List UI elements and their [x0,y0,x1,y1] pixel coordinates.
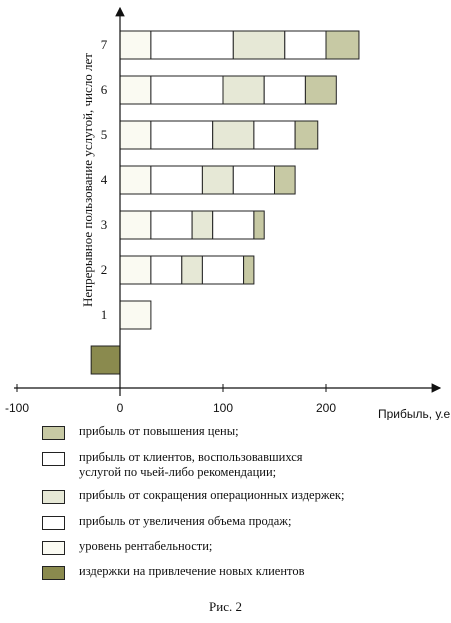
y-tick-label: 6 [101,82,108,97]
bar-segment [232,30,286,60]
bar-segment [119,210,152,240]
y-axis-label: Непрерывное пользование услугой, число л… [80,53,95,307]
legend-swatch [42,516,65,530]
bar-segment [119,75,152,105]
chart: -100 0 100 200 1 2 3 4 5 6 7 Прибыль, у.е. Непрерывн… [5,6,451,420]
bar-segment [119,165,152,195]
x-tick-label: 0 [117,401,124,415]
y-tick-label: 3 [101,217,108,232]
bar-segment [201,165,234,195]
bar-segment [243,255,255,285]
legend-label: издержки на привлечение новых клиентов [79,564,305,578]
bar-segment [232,165,276,195]
bar-segment [150,30,234,60]
bar-segment [150,210,193,240]
legend-label: прибыль от повышения цены; [79,424,239,438]
bar-segment [212,120,255,150]
axes-layer [14,6,442,396]
y-tick-label: 2 [101,262,108,277]
bar-segment [294,120,319,150]
legend-swatch [42,452,65,466]
labels-layer: -100 0 100 200 1 2 3 4 5 6 7 Прибыль, у.е. Непрерывн… [5,37,451,420]
bar-segment [119,120,152,150]
bar-segment [150,75,224,105]
y-tick-label: 4 [101,172,108,187]
bar-segment [253,120,296,150]
y-tick-label: 7 [101,37,108,52]
x-tick-label: -100 [5,401,29,415]
legend-swatch [42,490,65,504]
legend-label: уровень рентабельности; [79,539,213,553]
legend-swatch [42,541,65,555]
bar-segment [90,345,121,375]
legend-swatch [42,426,65,440]
bar-segment [119,300,152,330]
bar-segment [222,75,265,105]
bar-segment [304,75,337,105]
legend-label: прибыль от сокращения операционных издер… [79,488,345,502]
bar-segment [150,165,203,195]
bar-segment [274,165,296,195]
bar-segment [181,255,203,285]
bar-segment [150,120,214,150]
x-tick-label: 200 [316,401,336,415]
y-tick-label: 5 [101,127,108,142]
legend-swatch [42,566,65,580]
figure-caption: Рис. 2 [209,599,242,614]
bar-segment [191,210,214,240]
x-axis-label: Прибыль, у.е. [378,407,451,420]
bar-segment [201,255,245,285]
legend-label: прибыль от увеличения объема продаж; [79,514,292,528]
y-tick-label: 1 [101,307,108,322]
bar-segment [150,255,183,285]
bar-segment [325,30,360,60]
bar-segment [284,30,327,60]
bar-segment [119,30,152,60]
bars-layer [90,30,360,375]
x-tick-label: 100 [213,401,233,415]
bar-segment [253,210,265,240]
bar-segment [212,210,255,240]
bar-segment [119,255,152,285]
legend-label: прибыль от клиентов, воспользовавшихся у… [79,450,303,479]
bar-segment [263,75,306,105]
